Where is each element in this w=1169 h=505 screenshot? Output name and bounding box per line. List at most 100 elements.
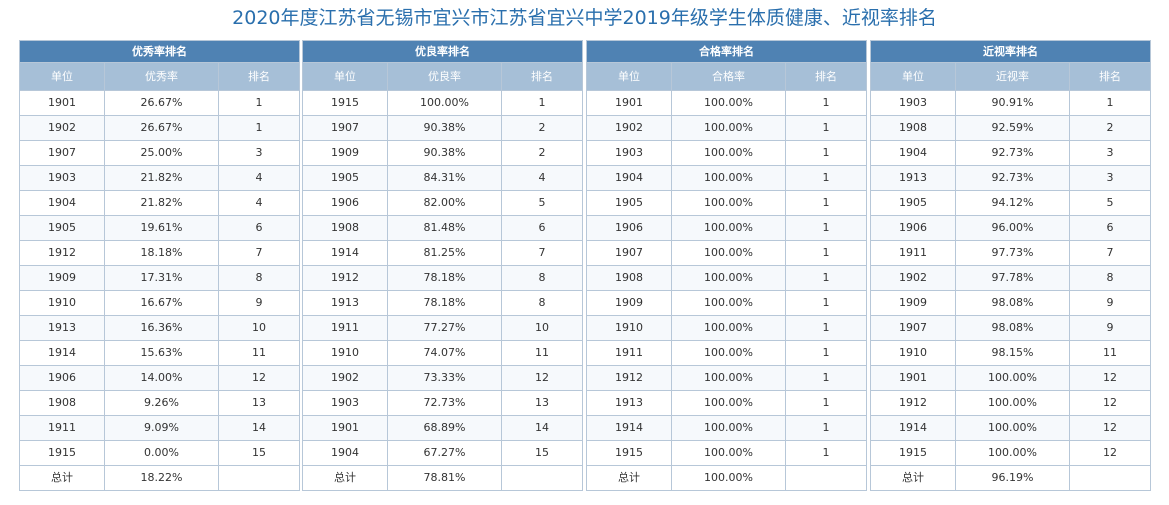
rate-cell: 78.18% xyxy=(387,290,502,316)
rate-cell: 15.63% xyxy=(104,340,219,366)
table-row: 1907 25.00% 3 xyxy=(19,140,301,166)
rank-cell: 14 xyxy=(217,415,301,441)
table-row: 1912 78.18% 8 xyxy=(302,265,584,291)
rate-cell: 100.00% xyxy=(955,390,1070,416)
rank-cell: 15 xyxy=(500,440,584,466)
rank-cell: 1 xyxy=(217,115,301,141)
rank-cell: 5 xyxy=(500,190,584,216)
total-row: 总计 78.81% xyxy=(302,465,584,491)
rank-cell: 12 xyxy=(217,365,301,391)
rate-cell: 0.00% xyxy=(104,440,219,466)
rate-cell: 94.12% xyxy=(955,190,1070,216)
table-row: 1901 68.89% 14 xyxy=(302,415,584,441)
total-rank xyxy=(784,465,868,491)
column-header-rate: 合格率 xyxy=(671,62,786,91)
rate-cell: 77.27% xyxy=(387,315,502,341)
unit-cell: 1907 xyxy=(19,140,105,166)
unit-cell: 1909 xyxy=(586,290,672,316)
table-row: 1907 98.08% 9 xyxy=(870,315,1152,341)
unit-cell: 1908 xyxy=(19,390,105,416)
rank-cell: 1 xyxy=(784,140,868,166)
rank-cell: 12 xyxy=(500,365,584,391)
rank-cell: 12 xyxy=(1068,415,1152,441)
total-rank xyxy=(217,465,301,491)
unit-cell: 1911 xyxy=(19,415,105,441)
rate-cell: 9.09% xyxy=(104,415,219,441)
unit-cell: 1912 xyxy=(19,240,105,266)
table-row: 1914 15.63% 11 xyxy=(19,340,301,366)
table-row: 1906 82.00% 5 xyxy=(302,190,584,216)
table-row: 1908 92.59% 2 xyxy=(870,115,1152,141)
rate-cell: 100.00% xyxy=(671,265,786,291)
table-row: 1915 0.00% 15 xyxy=(19,440,301,466)
table-row: 1902 26.67% 1 xyxy=(19,115,301,141)
unit-cell: 1915 xyxy=(586,440,672,466)
total-label: 总计 xyxy=(870,465,956,491)
rank-cell: 1 xyxy=(784,115,868,141)
unit-cell: 1901 xyxy=(586,90,672,116)
table-row: 1914 100.00% 1 xyxy=(586,415,868,441)
column-header-rate: 近视率 xyxy=(955,62,1070,91)
rate-cell: 90.91% xyxy=(955,90,1070,116)
excellent-rate-table: 优秀率排名 单位 优秀率 排名 1901 26.67% 1 1902 26.67% 1 1907 25… xyxy=(18,40,301,491)
rank-cell: 1 xyxy=(500,90,584,116)
table-row: 1910 16.67% 9 xyxy=(19,290,301,316)
unit-cell: 1904 xyxy=(302,440,388,466)
rank-cell: 1 xyxy=(784,265,868,291)
rate-cell: 90.38% xyxy=(387,115,502,141)
rank-cell: 2 xyxy=(1068,115,1152,141)
rank-cell: 1 xyxy=(784,365,868,391)
table-row: 1903 21.82% 4 xyxy=(19,165,301,191)
rate-cell: 19.61% xyxy=(104,215,219,241)
unit-cell: 1910 xyxy=(586,315,672,341)
rank-cell: 12 xyxy=(1068,440,1152,466)
rate-cell: 100.00% xyxy=(955,365,1070,391)
table-row: 1909 90.38% 2 xyxy=(302,140,584,166)
table-row: 1903 100.00% 1 xyxy=(586,140,868,166)
rate-cell: 25.00% xyxy=(104,140,219,166)
rank-cell: 1 xyxy=(784,215,868,241)
unit-cell: 1903 xyxy=(586,140,672,166)
table-row: 1915 100.00% 1 xyxy=(302,90,584,116)
rate-cell: 26.67% xyxy=(104,115,219,141)
table-row: 1915 100.00% 1 xyxy=(586,440,868,466)
rate-cell: 100.00% xyxy=(671,90,786,116)
table-row: 1910 74.07% 11 xyxy=(302,340,584,366)
total-rate: 18.22% xyxy=(104,465,219,491)
table-caption: 近视率排名 xyxy=(869,40,1152,63)
unit-cell: 1906 xyxy=(19,365,105,391)
table-row: 1901 100.00% 12 xyxy=(870,365,1152,391)
table-row: 1909 17.31% 8 xyxy=(19,265,301,291)
table-row: 1911 9.09% 14 xyxy=(19,415,301,441)
good-rate-table: 优良率排名 单位 优良率 排名 1915 100.00% 1 1907 90.38% 2 1909 9… xyxy=(301,40,584,491)
rank-cell: 9 xyxy=(1068,315,1152,341)
rate-cell: 100.00% xyxy=(955,440,1070,466)
unit-cell: 1902 xyxy=(19,115,105,141)
table-row: 1914 100.00% 12 xyxy=(870,415,1152,441)
unit-cell: 1906 xyxy=(586,215,672,241)
rate-cell: 98.15% xyxy=(955,340,1070,366)
unit-cell: 1905 xyxy=(302,165,388,191)
rate-cell: 9.26% xyxy=(104,390,219,416)
rate-cell: 92.73% xyxy=(955,165,1070,191)
table-row: 1908 100.00% 1 xyxy=(586,265,868,291)
table-row: 1906 100.00% 1 xyxy=(586,215,868,241)
unit-cell: 1910 xyxy=(870,340,956,366)
rate-cell: 14.00% xyxy=(104,365,219,391)
unit-cell: 1902 xyxy=(586,115,672,141)
unit-cell: 1905 xyxy=(586,190,672,216)
unit-cell: 1903 xyxy=(870,90,956,116)
total-label: 总计 xyxy=(586,465,672,491)
table-row: 1915 100.00% 12 xyxy=(870,440,1152,466)
rate-cell: 98.08% xyxy=(955,290,1070,316)
rate-cell: 17.31% xyxy=(104,265,219,291)
table-row: 1909 100.00% 1 xyxy=(586,290,868,316)
rank-cell: 1 xyxy=(784,165,868,191)
unit-cell: 1904 xyxy=(19,190,105,216)
rate-cell: 100.00% xyxy=(671,240,786,266)
rate-cell: 100.00% xyxy=(671,440,786,466)
unit-cell: 1903 xyxy=(302,390,388,416)
unit-cell: 1912 xyxy=(870,390,956,416)
table-row: 1902 100.00% 1 xyxy=(586,115,868,141)
rate-cell: 67.27% xyxy=(387,440,502,466)
